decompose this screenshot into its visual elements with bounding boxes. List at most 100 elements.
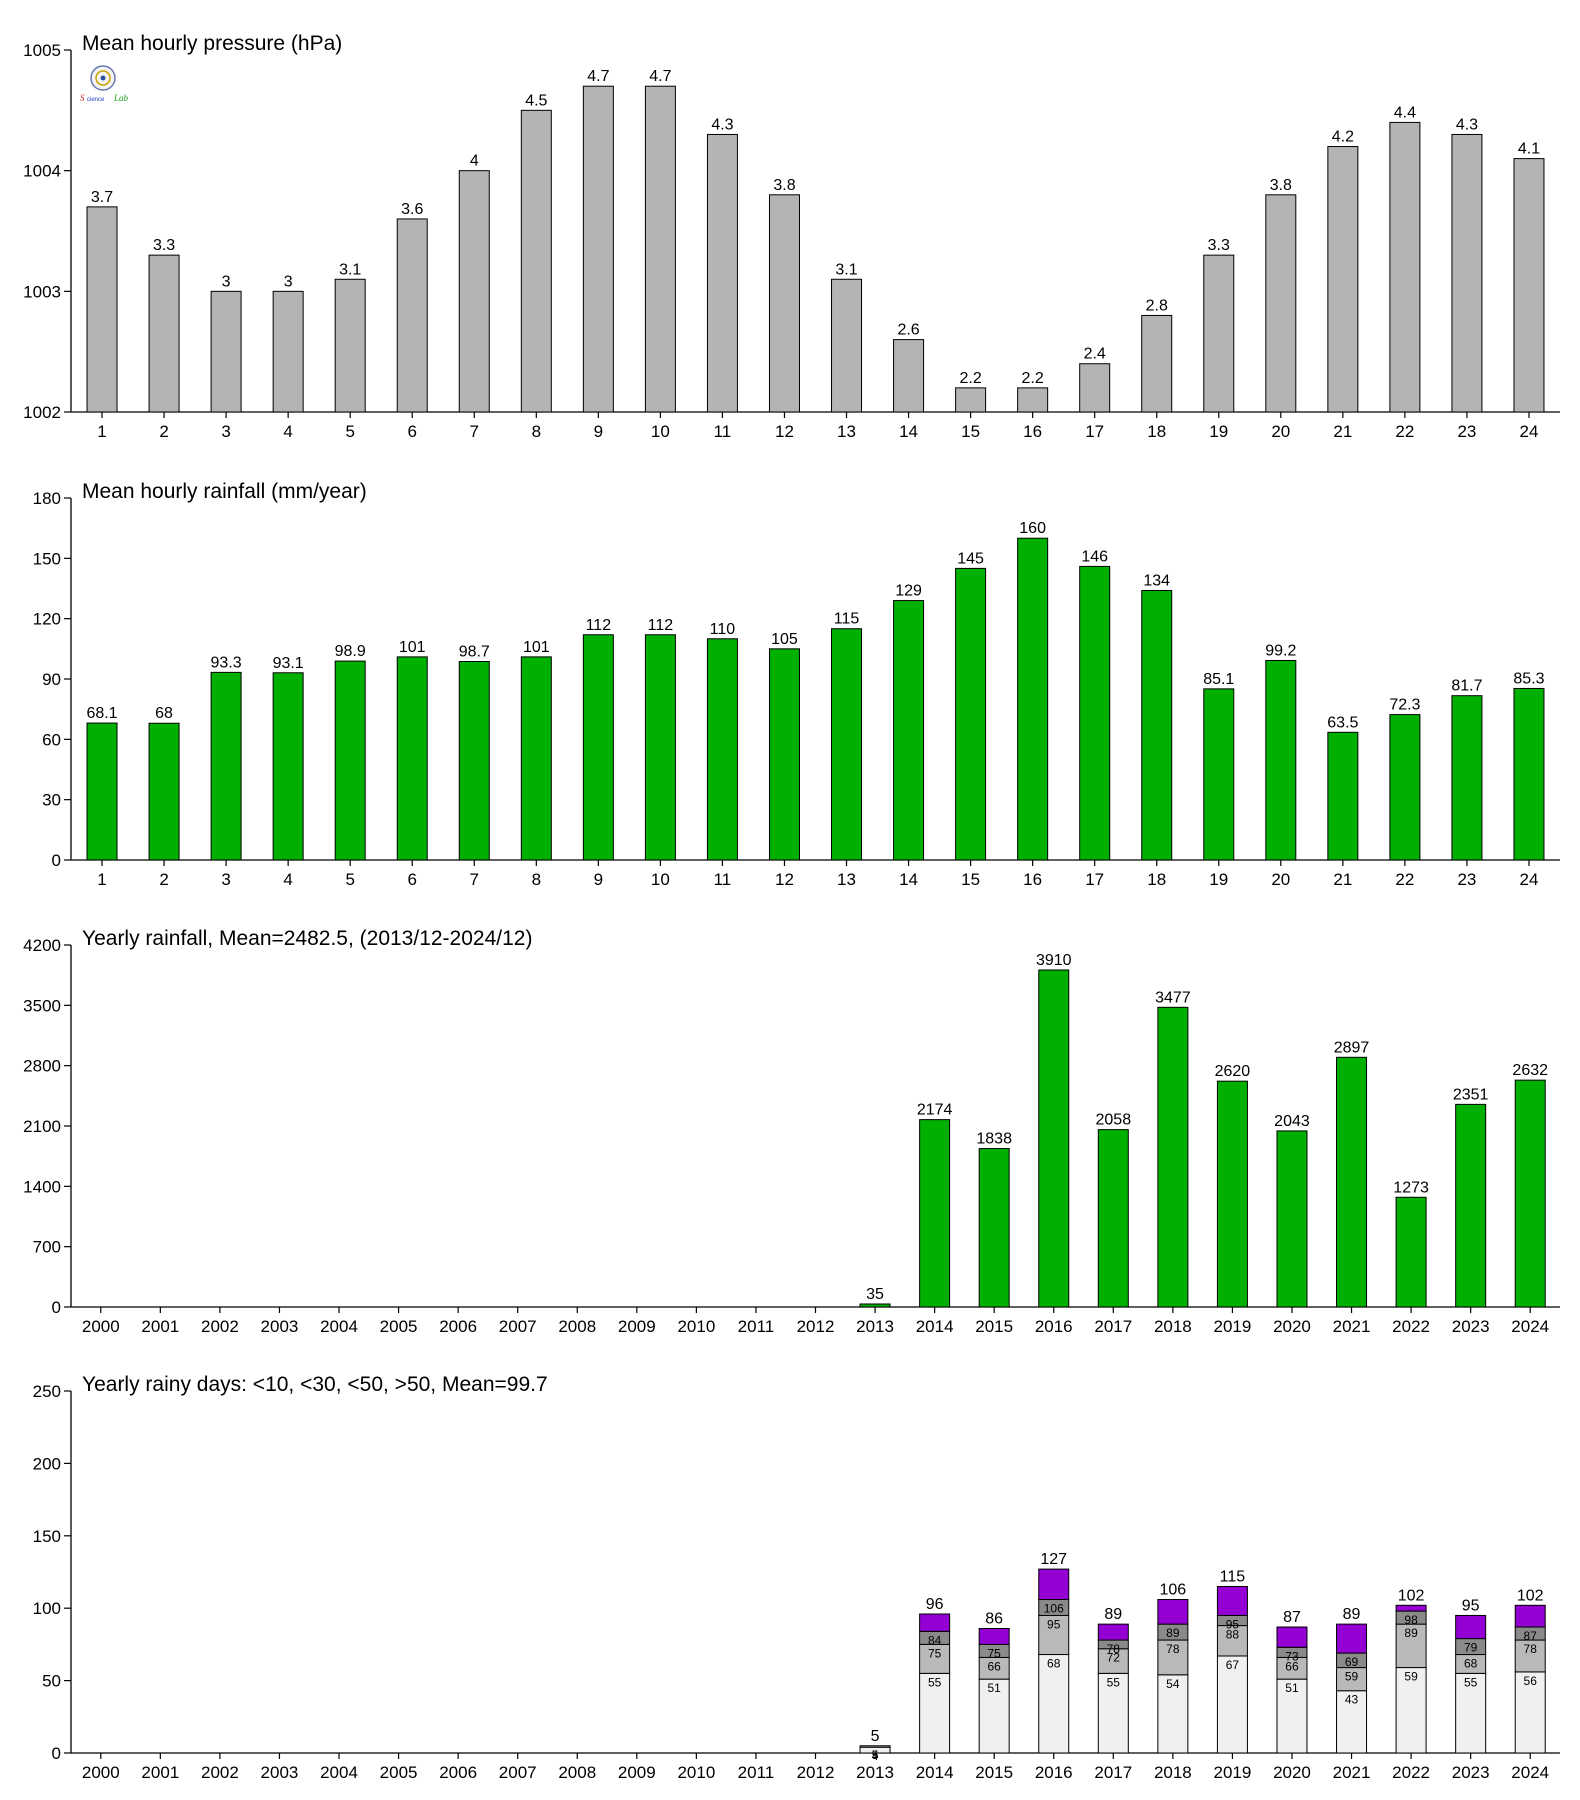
chart1-x-tick-label: 21 <box>1333 422 1352 441</box>
chart2-x-tick-label: 21 <box>1333 870 1352 889</box>
chart3-y-tick-label: 3500 <box>23 996 61 1015</box>
chart1-data-label: 3 <box>284 273 293 290</box>
chart4-segment-label-lt10: 43 <box>1345 1693 1359 1707</box>
chart1-bar <box>1327 146 1359 413</box>
chart1-x-tick-label: 15 <box>961 422 980 441</box>
chart2-x-tick-label: 24 <box>1520 870 1539 889</box>
chart4-segment-label-lt10: 51 <box>1285 1681 1299 1695</box>
chart4-segment-label-lt30: 78 <box>1166 1642 1180 1656</box>
chart3-data-label: 2897 <box>1334 1039 1370 1056</box>
chart1-x-tick-label: 16 <box>1023 422 1042 441</box>
chart4-segment-label-lt50: 95 <box>1226 1617 1240 1631</box>
chart4-segment-label-lt30: 68 <box>1464 1657 1478 1671</box>
chart3-x-tick-label: 2001 <box>141 1317 179 1336</box>
chart3-bar <box>1276 1130 1308 1308</box>
chart2-data-label: 63.5 <box>1327 714 1358 731</box>
lab-logo: S cience Lab <box>80 65 129 103</box>
chart3-data-label: 1838 <box>976 1131 1012 1148</box>
chart3-x-tick-label: 2005 <box>380 1317 418 1336</box>
chart2-bar <box>1079 565 1111 861</box>
chart1-x-tick-label: 7 <box>470 422 479 441</box>
chart2-x-tick-label: 7 <box>470 870 479 889</box>
chart3-y-tick-label: 700 <box>33 1238 61 1257</box>
chart2-x-tick-label: 6 <box>407 870 416 889</box>
chart2-x-tick-label: 3 <box>221 870 230 889</box>
chart2-bar <box>1327 731 1359 861</box>
chart4-y-tick-label: 150 <box>33 1527 61 1546</box>
chart4-x-tick-label: 2022 <box>1392 1763 1430 1782</box>
chart4-segment-label-lt50: 106 <box>1044 1602 1064 1616</box>
chart4-segment-lt10 <box>1276 1678 1308 1754</box>
chart2-data-label: 112 <box>648 617 674 634</box>
chart4-y-tick-label: 50 <box>42 1672 61 1691</box>
chart1-bar <box>893 339 925 413</box>
chart3-x-tick-label: 2013 <box>856 1317 894 1336</box>
chart4-segment-total <box>1157 1599 1189 1625</box>
chart3-x-tick-label: 2022 <box>1392 1317 1430 1336</box>
chart2-x-tick-label: 18 <box>1147 870 1166 889</box>
chart4-segment-label-lt30: 66 <box>988 1659 1002 1673</box>
chart3-x-tick-label: 2002 <box>201 1317 239 1336</box>
chart4-segment-label-lt50: 84 <box>928 1633 942 1647</box>
chart1-data-label: 2.2 <box>959 370 981 387</box>
chart1-x-tick-label: 3 <box>221 422 230 441</box>
chart4-total-label: 96 <box>926 1596 944 1613</box>
chart1-data-label: 3.7 <box>91 189 113 206</box>
chart4-segment-total <box>1276 1626 1308 1648</box>
chart2-data-label: 101 <box>523 639 550 656</box>
chart1-bar <box>768 194 800 413</box>
chart3-x-tick-label: 2011 <box>738 1317 775 1336</box>
chart4-y-tick-label: 100 <box>33 1599 61 1618</box>
chart4-x-tick-label: 2010 <box>677 1763 715 1782</box>
chart4-segment-label-lt30: 5 <box>872 1748 879 1762</box>
chart4-segment-total <box>978 1627 1010 1645</box>
chart4-segment-label-lt10: 67 <box>1226 1658 1240 1672</box>
chart4-y-tick-label: 250 <box>33 1382 61 1401</box>
chart3-x-tick-label: 2004 <box>320 1317 358 1336</box>
chart2-data-label: 146 <box>1081 548 1108 565</box>
chart4-segment-label-lt10: 55 <box>1464 1675 1478 1689</box>
chart2-bar <box>768 648 800 861</box>
chart3-data-label: 2620 <box>1215 1063 1251 1080</box>
chart1-x-tick-label: 13 <box>837 422 856 441</box>
chart1-bar <box>1451 133 1483 413</box>
chart2-bar <box>210 671 242 861</box>
chart4-x-tick-label: 2020 <box>1273 1763 1311 1782</box>
chart3-x-tick-label: 2020 <box>1273 1317 1311 1336</box>
chart2-bar <box>458 661 490 861</box>
chart2-data-label: 93.1 <box>273 655 304 672</box>
chart3-data-label: 2058 <box>1096 1112 1132 1129</box>
chart3-y-tick-label: 2100 <box>23 1117 61 1136</box>
chart1-data-label: 3.8 <box>1270 177 1292 194</box>
chart4-segment-label-lt50: 5 <box>872 1748 879 1762</box>
chart3-x-tick-label: 2014 <box>916 1317 954 1336</box>
chart3-bar <box>1336 1056 1368 1308</box>
chart2-data-label: 81.7 <box>1451 678 1482 695</box>
chart4-segment-label-lt10: 68 <box>1047 1657 1061 1671</box>
chart4-segment-label-lt30: 78 <box>1524 1642 1538 1656</box>
chart3-bar <box>919 1119 951 1308</box>
chart2-data-label: 68 <box>155 705 173 722</box>
chart4-segment-lt10 <box>1395 1667 1427 1754</box>
chart1-x-tick-label: 4 <box>283 422 292 441</box>
chart4-total-label: 89 <box>1104 1606 1122 1623</box>
chart4-x-tick-label: 2000 <box>82 1763 120 1782</box>
chart1-data-label: 4.4 <box>1394 104 1416 121</box>
chart1-bar <box>1079 363 1111 413</box>
chart2-x-tick-label: 20 <box>1271 870 1290 889</box>
chart2-bar <box>520 656 552 861</box>
chart1-bar <box>706 133 738 413</box>
chart2-x-tick-label: 22 <box>1395 870 1414 889</box>
chart3-x-tick-label: 2009 <box>618 1317 656 1336</box>
chart1-data-label: 2.8 <box>1146 297 1168 314</box>
chart4-total-label: 102 <box>1398 1587 1425 1604</box>
chart2-bar <box>396 656 428 861</box>
chart3-data-label: 2351 <box>1453 1086 1489 1103</box>
chart3-y-tick-label: 2800 <box>23 1057 61 1076</box>
chart1-data-label: 3.1 <box>339 261 361 278</box>
chart2-data-label: 110 <box>710 621 736 638</box>
chart1-data-label: 4.3 <box>711 116 733 133</box>
chart3-x-tick-label: 2016 <box>1035 1317 1073 1336</box>
chart3-bar <box>1097 1129 1129 1308</box>
